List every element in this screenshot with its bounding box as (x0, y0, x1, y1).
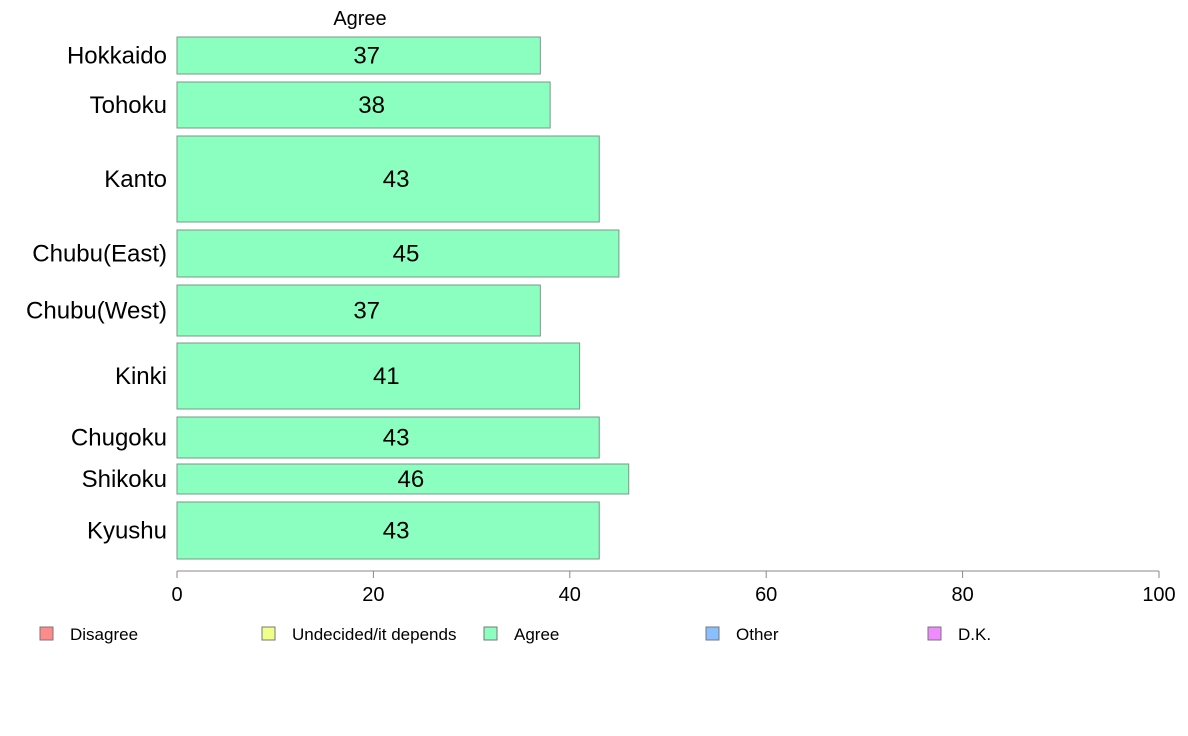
legend: Disagree Undecided/it depends Agree Other D.… (39, 625, 991, 644)
legend-item-label: Agree (514, 625, 559, 644)
legend-swatch (261, 626, 276, 641)
category-label: Chubu(West) (26, 298, 167, 325)
x-tick-label: 60 (755, 584, 777, 606)
legend-item-label: Undecided/it depends (292, 625, 456, 644)
x-tick-label: 40 (559, 584, 581, 606)
category-label: Tohoku (90, 92, 167, 119)
category-label: Chubu(East) (32, 241, 167, 268)
bar-chubu-east- (176, 229, 620, 278)
x-axis: 0 20 40 60 80 100 (171, 570, 1176, 606)
category-label: Hokkaido (67, 43, 167, 70)
data-label: 43 (383, 518, 410, 545)
data-label: 46 (398, 466, 425, 493)
data-label: 45 (393, 241, 420, 268)
legend-item-label: Other (736, 625, 779, 644)
category-label: Kinki (115, 363, 167, 390)
data-label: 37 (353, 43, 380, 70)
legend-item-label: D.K. (958, 625, 991, 644)
chart-title: Agree (333, 8, 386, 30)
bar-chubu-west- (176, 284, 541, 337)
bar-hokkaido (176, 36, 541, 75)
bar-kyushu (176, 501, 600, 560)
x-tick-label: 100 (1142, 584, 1175, 606)
data-label: 37 (353, 298, 380, 325)
category-label: Chugoku (71, 425, 167, 452)
category-label: Kyushu (87, 518, 167, 545)
data-label: 43 (383, 425, 410, 452)
bar-kinki (176, 342, 581, 410)
bar-kanto (176, 135, 600, 223)
legend-swatch (927, 626, 942, 641)
x-tick-label: 80 (951, 584, 973, 606)
category-label: Shikoku (82, 466, 167, 493)
data-label: 41 (373, 363, 400, 390)
bar-shikoku (176, 463, 630, 495)
x-tick-label: 20 (362, 584, 384, 606)
data-label: 43 (383, 166, 410, 193)
data-label: 38 (358, 92, 385, 119)
category-label: Kanto (104, 166, 167, 193)
legend-item-label: Disagree (70, 625, 138, 644)
bar-chugoku (176, 416, 600, 459)
legend-swatch (39, 626, 54, 641)
bars-layer: 37 Hokkaido 38 Tohoku 43 Kanto 45 Chubu(East) 37… (26, 36, 630, 560)
x-tick-label: 0 (171, 584, 182, 606)
legend-swatch (483, 626, 498, 641)
bar-tohoku (176, 81, 551, 129)
legend-swatch (705, 626, 720, 641)
